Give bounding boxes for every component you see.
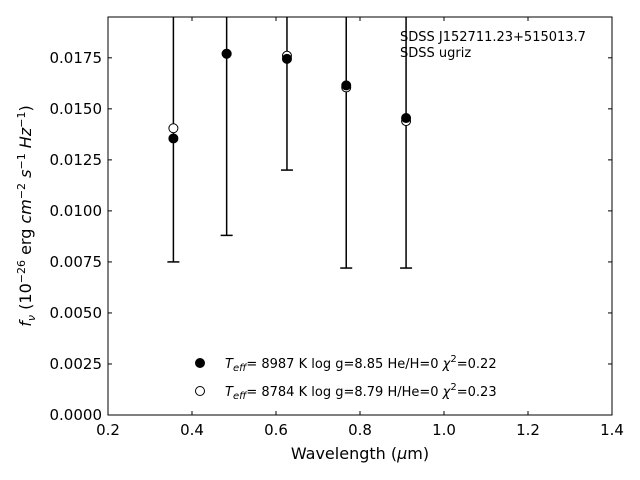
y-axis-title: fν (10−26 erg cm−2 s−1 Hz−1)	[15, 105, 38, 326]
legend-logg-1: log g=8.85	[311, 357, 383, 372]
legend-marker-filled	[195, 358, 205, 368]
x-tick-label: 0.2	[96, 421, 120, 439]
model-point-open	[168, 123, 179, 134]
y-tick-label: 0.0100	[50, 202, 103, 220]
legend-teff-2: 8784 K	[261, 385, 307, 400]
legend-chi2-1: =0.22	[457, 357, 497, 372]
annotation-survey: SDSS ugriz	[400, 46, 471, 61]
y-tick-label: 0.0075	[50, 253, 103, 271]
legend-composition-2: H/He=0	[387, 385, 438, 400]
x-axis-title-part-1: Wavelength (	[291, 444, 397, 463]
tick-layer: 0.2 0.4 0.6 0.8 1.0 1.2 1.4 0.0000 0.0025 0.0050 0…	[50, 17, 624, 439]
x-axis-title: Wavelength (μm)	[291, 444, 429, 463]
y-tick-label: 0.0175	[50, 49, 103, 67]
y-tick-label: 0.0125	[50, 151, 103, 169]
model-point-filled	[401, 113, 412, 124]
x-tick-label: 0.6	[264, 421, 288, 439]
legend-entry-1: Teff= 8987 K log g=8.85 He/H=0 χ2=0.22	[225, 354, 497, 374]
legend-composition-1: He/H=0	[387, 357, 438, 372]
x-tick-label: 0.8	[348, 421, 372, 439]
x-tick-label: 1.2	[516, 421, 540, 439]
legend: Teff= 8987 K log g=8.85 He/H=0 χ2=0.22 T…	[195, 354, 497, 402]
annotation-object-name: SDSS J152711.23+515013.7	[400, 30, 586, 45]
model-point-filled	[168, 133, 179, 144]
x-tick-label: 1.0	[432, 421, 456, 439]
data-layer	[167, 17, 413, 269]
x-axis-title-part-2: μ	[396, 444, 407, 463]
x-tick-label: 0.4	[180, 421, 204, 439]
legend-teff-1: 8987 K	[261, 357, 307, 372]
y-tick-label: 0.0150	[50, 100, 103, 118]
x-tick-label: 1.4	[600, 421, 624, 439]
y-tick-label: 0.0050	[50, 304, 103, 322]
legend-logg-2: log g=8.79	[311, 385, 383, 400]
legend-marker-open	[195, 386, 205, 396]
model-point-filled	[221, 48, 232, 59]
legend-chi2-2: =0.23	[457, 385, 497, 400]
model-point-filled	[281, 53, 292, 64]
legend-entry-2: Teff= 8784 K log g=8.79 H/He=0 χ2=0.23	[225, 382, 497, 402]
model-point-filled	[341, 80, 352, 91]
x-axis-title-part-3: m)	[407, 444, 429, 463]
y-tick-label: 0.0025	[50, 355, 103, 373]
y-tick-label: 0.0000	[50, 406, 103, 424]
